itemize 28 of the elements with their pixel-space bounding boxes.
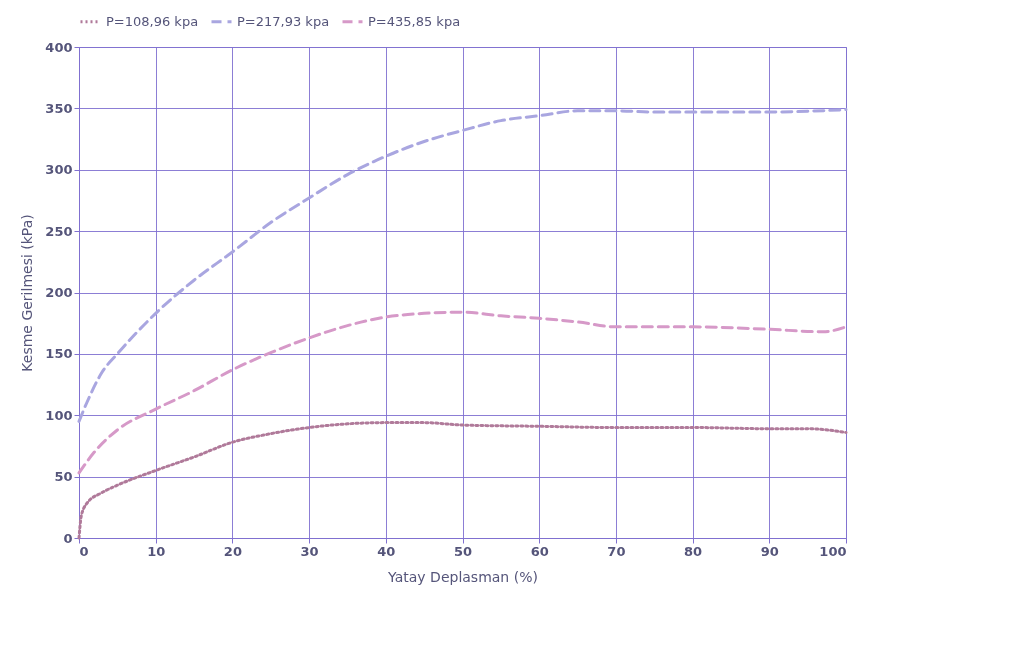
y-tick-label: 0 bbox=[63, 530, 73, 546]
x-axis-title: Yatay Deplasman (%) bbox=[387, 568, 538, 585]
x-tick-label: 90 bbox=[760, 543, 779, 559]
y-tick-label: 400 bbox=[45, 39, 73, 55]
y-tick-label: 250 bbox=[45, 223, 73, 239]
y-tick-label: 150 bbox=[45, 346, 73, 362]
x-tick-label: 10 bbox=[147, 543, 166, 559]
line-series bbox=[77, 108, 848, 423]
x-tick-label: 30 bbox=[300, 543, 319, 559]
y-tick-label: 350 bbox=[45, 100, 73, 116]
line-series bbox=[77, 310, 848, 475]
legend-label: P=435,85 kpa bbox=[368, 13, 461, 29]
y-tick-label: 200 bbox=[45, 285, 73, 300]
y-tick-label: 300 bbox=[45, 162, 73, 178]
legend-label: P=217,93 kpa bbox=[237, 13, 330, 29]
x-tick-label: 80 bbox=[684, 543, 703, 559]
x-tick-label: 40 bbox=[377, 543, 396, 559]
x-tick-label: 70 bbox=[607, 543, 626, 559]
x-tick-label: 20 bbox=[223, 543, 242, 559]
legend-label: P=108,96 kpa bbox=[106, 13, 199, 29]
x-tick-label: 50 bbox=[453, 543, 473, 559]
x-tick-label: 100 bbox=[819, 543, 847, 559]
line-series bbox=[77, 421, 848, 540]
y-tick-label: 100 bbox=[45, 407, 73, 423]
y-tick-label: 50 bbox=[54, 469, 73, 485]
x-tick-label: 60 bbox=[530, 543, 549, 559]
y-axis-title: Kesme Gerilmesi (kPa) bbox=[19, 214, 36, 372]
x-tick-label: 0 bbox=[79, 543, 89, 559]
